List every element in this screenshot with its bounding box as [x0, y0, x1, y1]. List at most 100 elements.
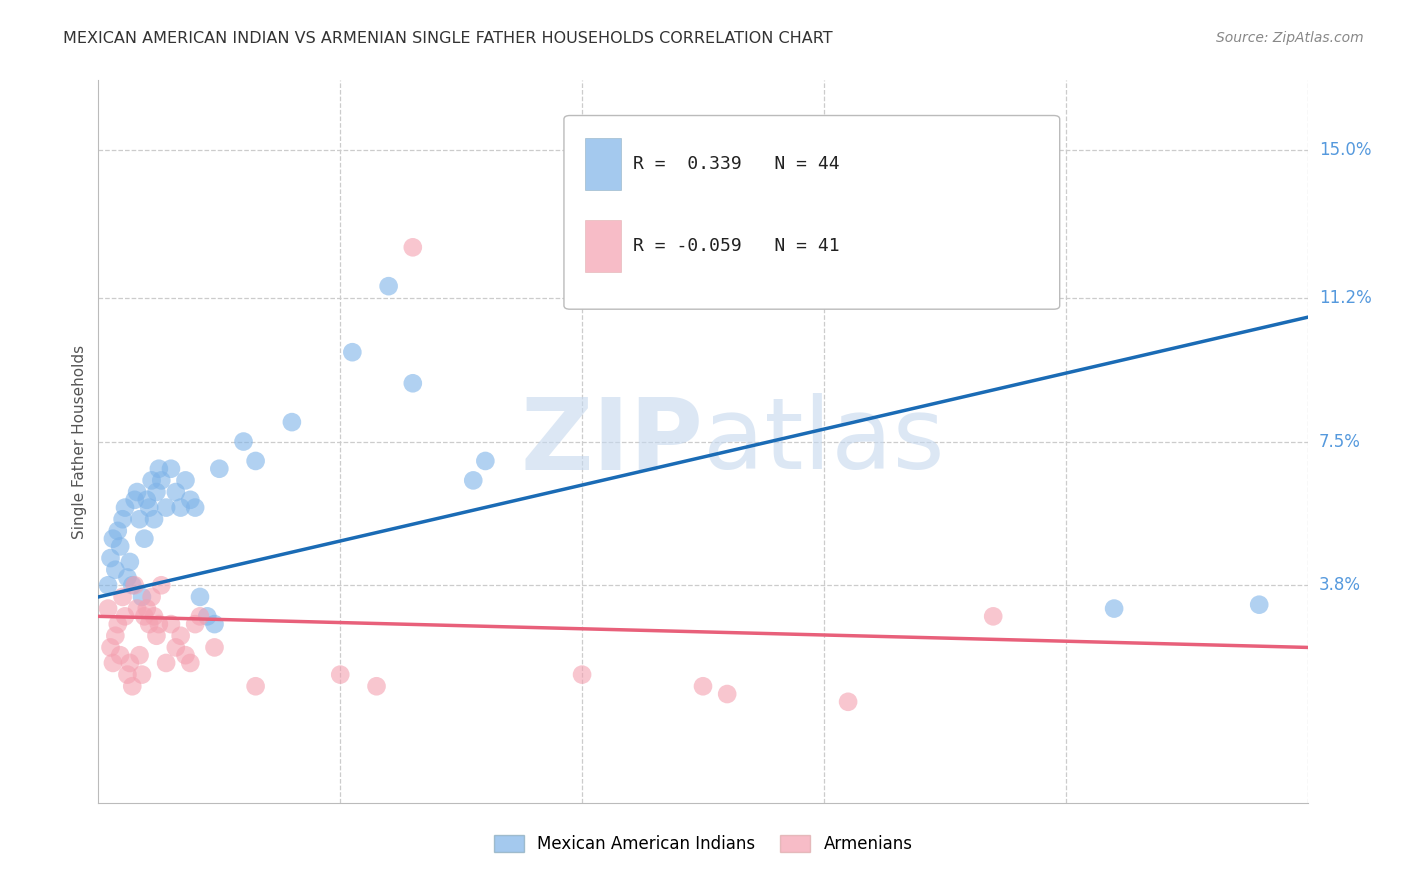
- Point: [108, 540, 131, 554]
- Point: [135, 492, 157, 507]
- Point: [160, 461, 183, 475]
- Text: 7.5%: 7.5%: [1319, 433, 1361, 450]
- Point: [342, 345, 364, 359]
- Point: [150, 474, 173, 488]
- Point: [474, 454, 496, 468]
- Point: [118, 656, 141, 670]
- Point: [101, 532, 124, 546]
- Text: ZIP: ZIP: [520, 393, 703, 490]
- Point: [837, 695, 859, 709]
- Point: [145, 629, 167, 643]
- Point: [145, 485, 167, 500]
- Point: [138, 617, 160, 632]
- Point: [981, 609, 1004, 624]
- Point: [165, 485, 187, 500]
- Text: 15.0%: 15.0%: [1319, 141, 1371, 159]
- Point: [121, 578, 143, 592]
- Point: [204, 617, 226, 632]
- Text: R =  0.339   N = 44: R = 0.339 N = 44: [633, 155, 839, 173]
- Text: 3.8%: 3.8%: [1319, 576, 1361, 594]
- Text: MEXICAN AMERICAN INDIAN VS ARMENIAN SINGLE FATHER HOUSEHOLDS CORRELATION CHART: MEXICAN AMERICAN INDIAN VS ARMENIAN SING…: [63, 31, 832, 46]
- Point: [148, 617, 170, 632]
- Point: [204, 640, 226, 655]
- Point: [245, 679, 267, 693]
- Point: [1249, 598, 1271, 612]
- Point: [208, 461, 231, 475]
- FancyBboxPatch shape: [564, 115, 1060, 310]
- Legend: Mexican American Indians, Armenians: Mexican American Indians, Armenians: [486, 828, 920, 860]
- Text: Source: ZipAtlas.com: Source: ZipAtlas.com: [1216, 31, 1364, 45]
- Point: [100, 551, 122, 566]
- Point: [134, 609, 156, 624]
- Point: [155, 500, 177, 515]
- Point: [107, 617, 129, 632]
- Bar: [585, 137, 621, 190]
- Point: [463, 474, 485, 488]
- Point: [281, 415, 304, 429]
- Point: [188, 609, 211, 624]
- Point: [150, 578, 173, 592]
- Point: [117, 570, 139, 584]
- Point: [104, 563, 127, 577]
- Point: [134, 532, 156, 546]
- Point: [716, 687, 738, 701]
- Point: [195, 609, 218, 624]
- Bar: [585, 219, 621, 272]
- Point: [128, 648, 150, 663]
- Point: [135, 601, 157, 615]
- Point: [121, 679, 143, 693]
- Point: [124, 578, 146, 592]
- Point: [571, 667, 593, 681]
- Point: [141, 474, 163, 488]
- Point: [97, 578, 120, 592]
- Point: [128, 512, 150, 526]
- Point: [155, 656, 177, 670]
- Point: [108, 648, 131, 663]
- Point: [118, 555, 141, 569]
- Point: [174, 474, 197, 488]
- Point: [114, 500, 136, 515]
- Point: [169, 500, 191, 515]
- Point: [100, 640, 122, 655]
- Point: [1102, 601, 1125, 615]
- Point: [402, 376, 425, 391]
- Point: [131, 667, 153, 681]
- Point: [179, 492, 201, 507]
- Point: [141, 590, 163, 604]
- Point: [114, 609, 136, 624]
- Point: [101, 656, 124, 670]
- Point: [111, 512, 134, 526]
- Text: R = -0.059   N = 41: R = -0.059 N = 41: [633, 237, 839, 255]
- Point: [169, 629, 191, 643]
- Point: [111, 590, 134, 604]
- Point: [692, 679, 714, 693]
- Point: [188, 590, 211, 604]
- Point: [184, 617, 207, 632]
- Point: [377, 279, 399, 293]
- Point: [402, 240, 425, 254]
- Point: [104, 629, 127, 643]
- Point: [131, 590, 153, 604]
- Point: [107, 524, 129, 538]
- Point: [143, 512, 166, 526]
- Point: [184, 500, 207, 515]
- Point: [174, 648, 197, 663]
- Point: [160, 617, 183, 632]
- Text: 11.2%: 11.2%: [1319, 289, 1371, 307]
- Point: [148, 461, 170, 475]
- Text: atlas: atlas: [703, 393, 945, 490]
- Point: [127, 485, 149, 500]
- Point: [143, 609, 166, 624]
- Point: [97, 601, 120, 615]
- Point: [117, 667, 139, 681]
- Point: [366, 679, 388, 693]
- Point: [124, 492, 146, 507]
- Point: [165, 640, 187, 655]
- Point: [127, 601, 149, 615]
- Point: [179, 656, 201, 670]
- Point: [138, 500, 160, 515]
- Point: [245, 454, 267, 468]
- Point: [329, 667, 352, 681]
- Y-axis label: Single Father Households: Single Father Households: [72, 344, 87, 539]
- Point: [232, 434, 254, 449]
